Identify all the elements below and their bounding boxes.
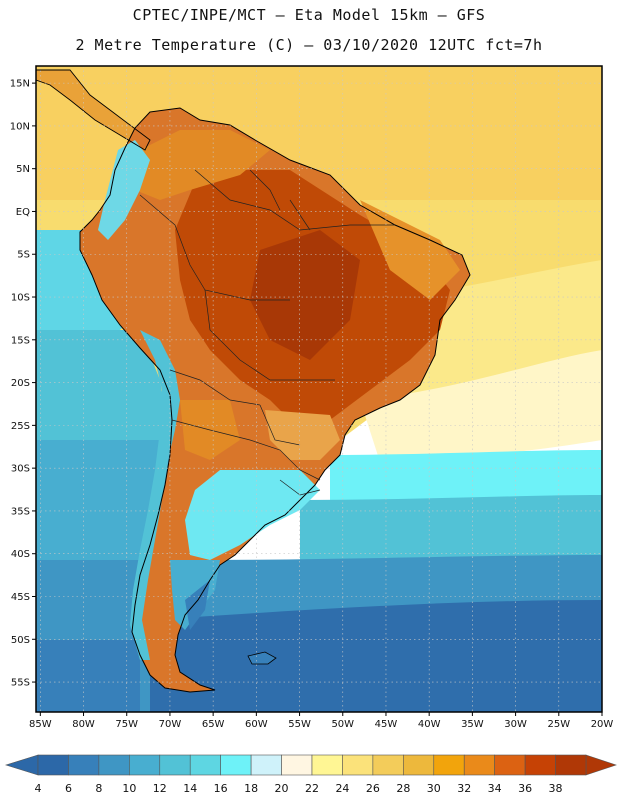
lat-label: EQ [16, 207, 30, 218]
lat-label: 10N [10, 121, 30, 132]
land-hottest [250, 230, 360, 360]
pampas-cool [185, 470, 320, 560]
colorbar-swatch [342, 754, 374, 776]
chart-subtitle: 2 Metre Temperature (C) – 03/10/2020 12U… [75, 36, 543, 54]
colorbar-swatch [524, 754, 556, 776]
lat-label: 50S [11, 635, 30, 646]
atlantic-band-16 [330, 450, 602, 505]
ocean-band-6 [150, 600, 602, 712]
colorbar-label: 38 [549, 782, 563, 795]
coastline [79, 107, 471, 693]
colorbar-label: 34 [488, 782, 502, 795]
colorbar-arrow-right [585, 754, 617, 776]
colorbar-swatch [98, 754, 130, 776]
colorbar-swatch [189, 754, 221, 776]
colorbar-swatch [372, 754, 404, 776]
colorbar-label: 24 [335, 782, 349, 795]
temperature-field [36, 66, 602, 712]
colorbar-label: 22 [305, 782, 319, 795]
colorbar-swatch [311, 754, 343, 776]
colorbar-swatch [403, 754, 435, 776]
atlantic-band-12 [300, 495, 602, 570]
lon-label: 40W [418, 719, 441, 730]
colorbar-label: 20 [275, 782, 289, 795]
lon-label: 30W [504, 719, 527, 730]
patagonia-cold [185, 580, 210, 630]
lon-label: 25W [547, 719, 570, 730]
colorbar-swatch [220, 754, 252, 776]
ocean-band-6b [36, 640, 140, 712]
central-america [36, 70, 150, 150]
colorbar-label: 4 [35, 782, 42, 795]
south-brazil-warm [265, 410, 340, 460]
colorbar-swatch [250, 754, 282, 776]
lat-label: 40S [11, 549, 30, 560]
falkland-islands [247, 651, 277, 665]
lon-label: 50W [331, 719, 354, 730]
lon-label: 60W [245, 719, 268, 730]
color-legend: 4 6 8 10 12 14 16 18 20 22 24 26 28 30 32 34 36 38 [4, 754, 617, 795]
latitude-labels: 15N 10N 5N EQ 5S 10S 15S 20S 25S 30S 35S 40S 45S 50S 5… [10, 79, 36, 689]
lat-label: 45S [11, 592, 30, 603]
lon-label: 70W [159, 719, 182, 730]
colorbar-label: 32 [457, 782, 471, 795]
colorbar-swatch [159, 754, 191, 776]
colorbar-label: 18 [244, 782, 258, 795]
central-america-coast [36, 69, 151, 151]
lon-label: 75W [115, 719, 138, 730]
colorbar-label: 6 [65, 782, 72, 795]
colorbar-swatch [37, 754, 69, 776]
pacific-band-14 [36, 330, 170, 440]
colorbar-swatch [555, 754, 587, 776]
colorbar-swatch [463, 754, 495, 776]
colorbar-label: 10 [122, 782, 136, 795]
lat-label: 5S [17, 250, 30, 261]
lon-label: 65W [202, 719, 225, 730]
lon-label: 80W [72, 719, 95, 730]
land-north [135, 130, 270, 200]
colorbar-swatch [129, 754, 161, 776]
andes-north [98, 140, 150, 240]
colorbar-label: 26 [366, 782, 380, 795]
lat-label: 15N [10, 79, 30, 90]
lat-label: 25S [11, 421, 30, 432]
lat-label: 30S [11, 464, 30, 475]
colorbar-label: 36 [518, 782, 532, 795]
lon-label: 55W [288, 719, 311, 730]
colorbar-label: 8 [95, 782, 102, 795]
andes-south [130, 330, 180, 660]
lat-label: 35S [11, 506, 30, 517]
lon-label: 45W [375, 719, 398, 730]
lat-label: 10S [11, 293, 30, 304]
colorbar-arrow-left [4, 754, 39, 776]
map-frame [35, 65, 603, 713]
lon-label: 85W [29, 719, 52, 730]
lon-label: 20W [591, 719, 614, 730]
chart-title: CPTEC/INPE/MCT – Eta Model 15km – GFS [132, 6, 486, 24]
colorbar-label: 30 [427, 782, 441, 795]
country-borders [139, 169, 395, 496]
ocean-band-22 [360, 350, 602, 462]
lat-label: 20S [11, 378, 30, 389]
colorbar-label: 14 [183, 782, 197, 795]
colorbar-swatch [433, 754, 465, 776]
colorbar-swatch [68, 754, 100, 776]
longitude-labels: 85W 80W 75W 70W 65W 60W 55W 50W 45W 40W 35W 30W 25W 2… [29, 712, 613, 730]
colorbar-swatch [494, 754, 526, 776]
lat-label: 5N [16, 164, 30, 175]
lat-label: 55S [11, 678, 30, 689]
lon-label: 35W [461, 719, 484, 730]
colorbar-swatch [281, 754, 313, 776]
colorbar-label: 12 [153, 782, 167, 795]
colorbar-label: 28 [396, 782, 410, 795]
lat-label: 15S [11, 335, 30, 346]
colorbar-label: 16 [214, 782, 228, 795]
